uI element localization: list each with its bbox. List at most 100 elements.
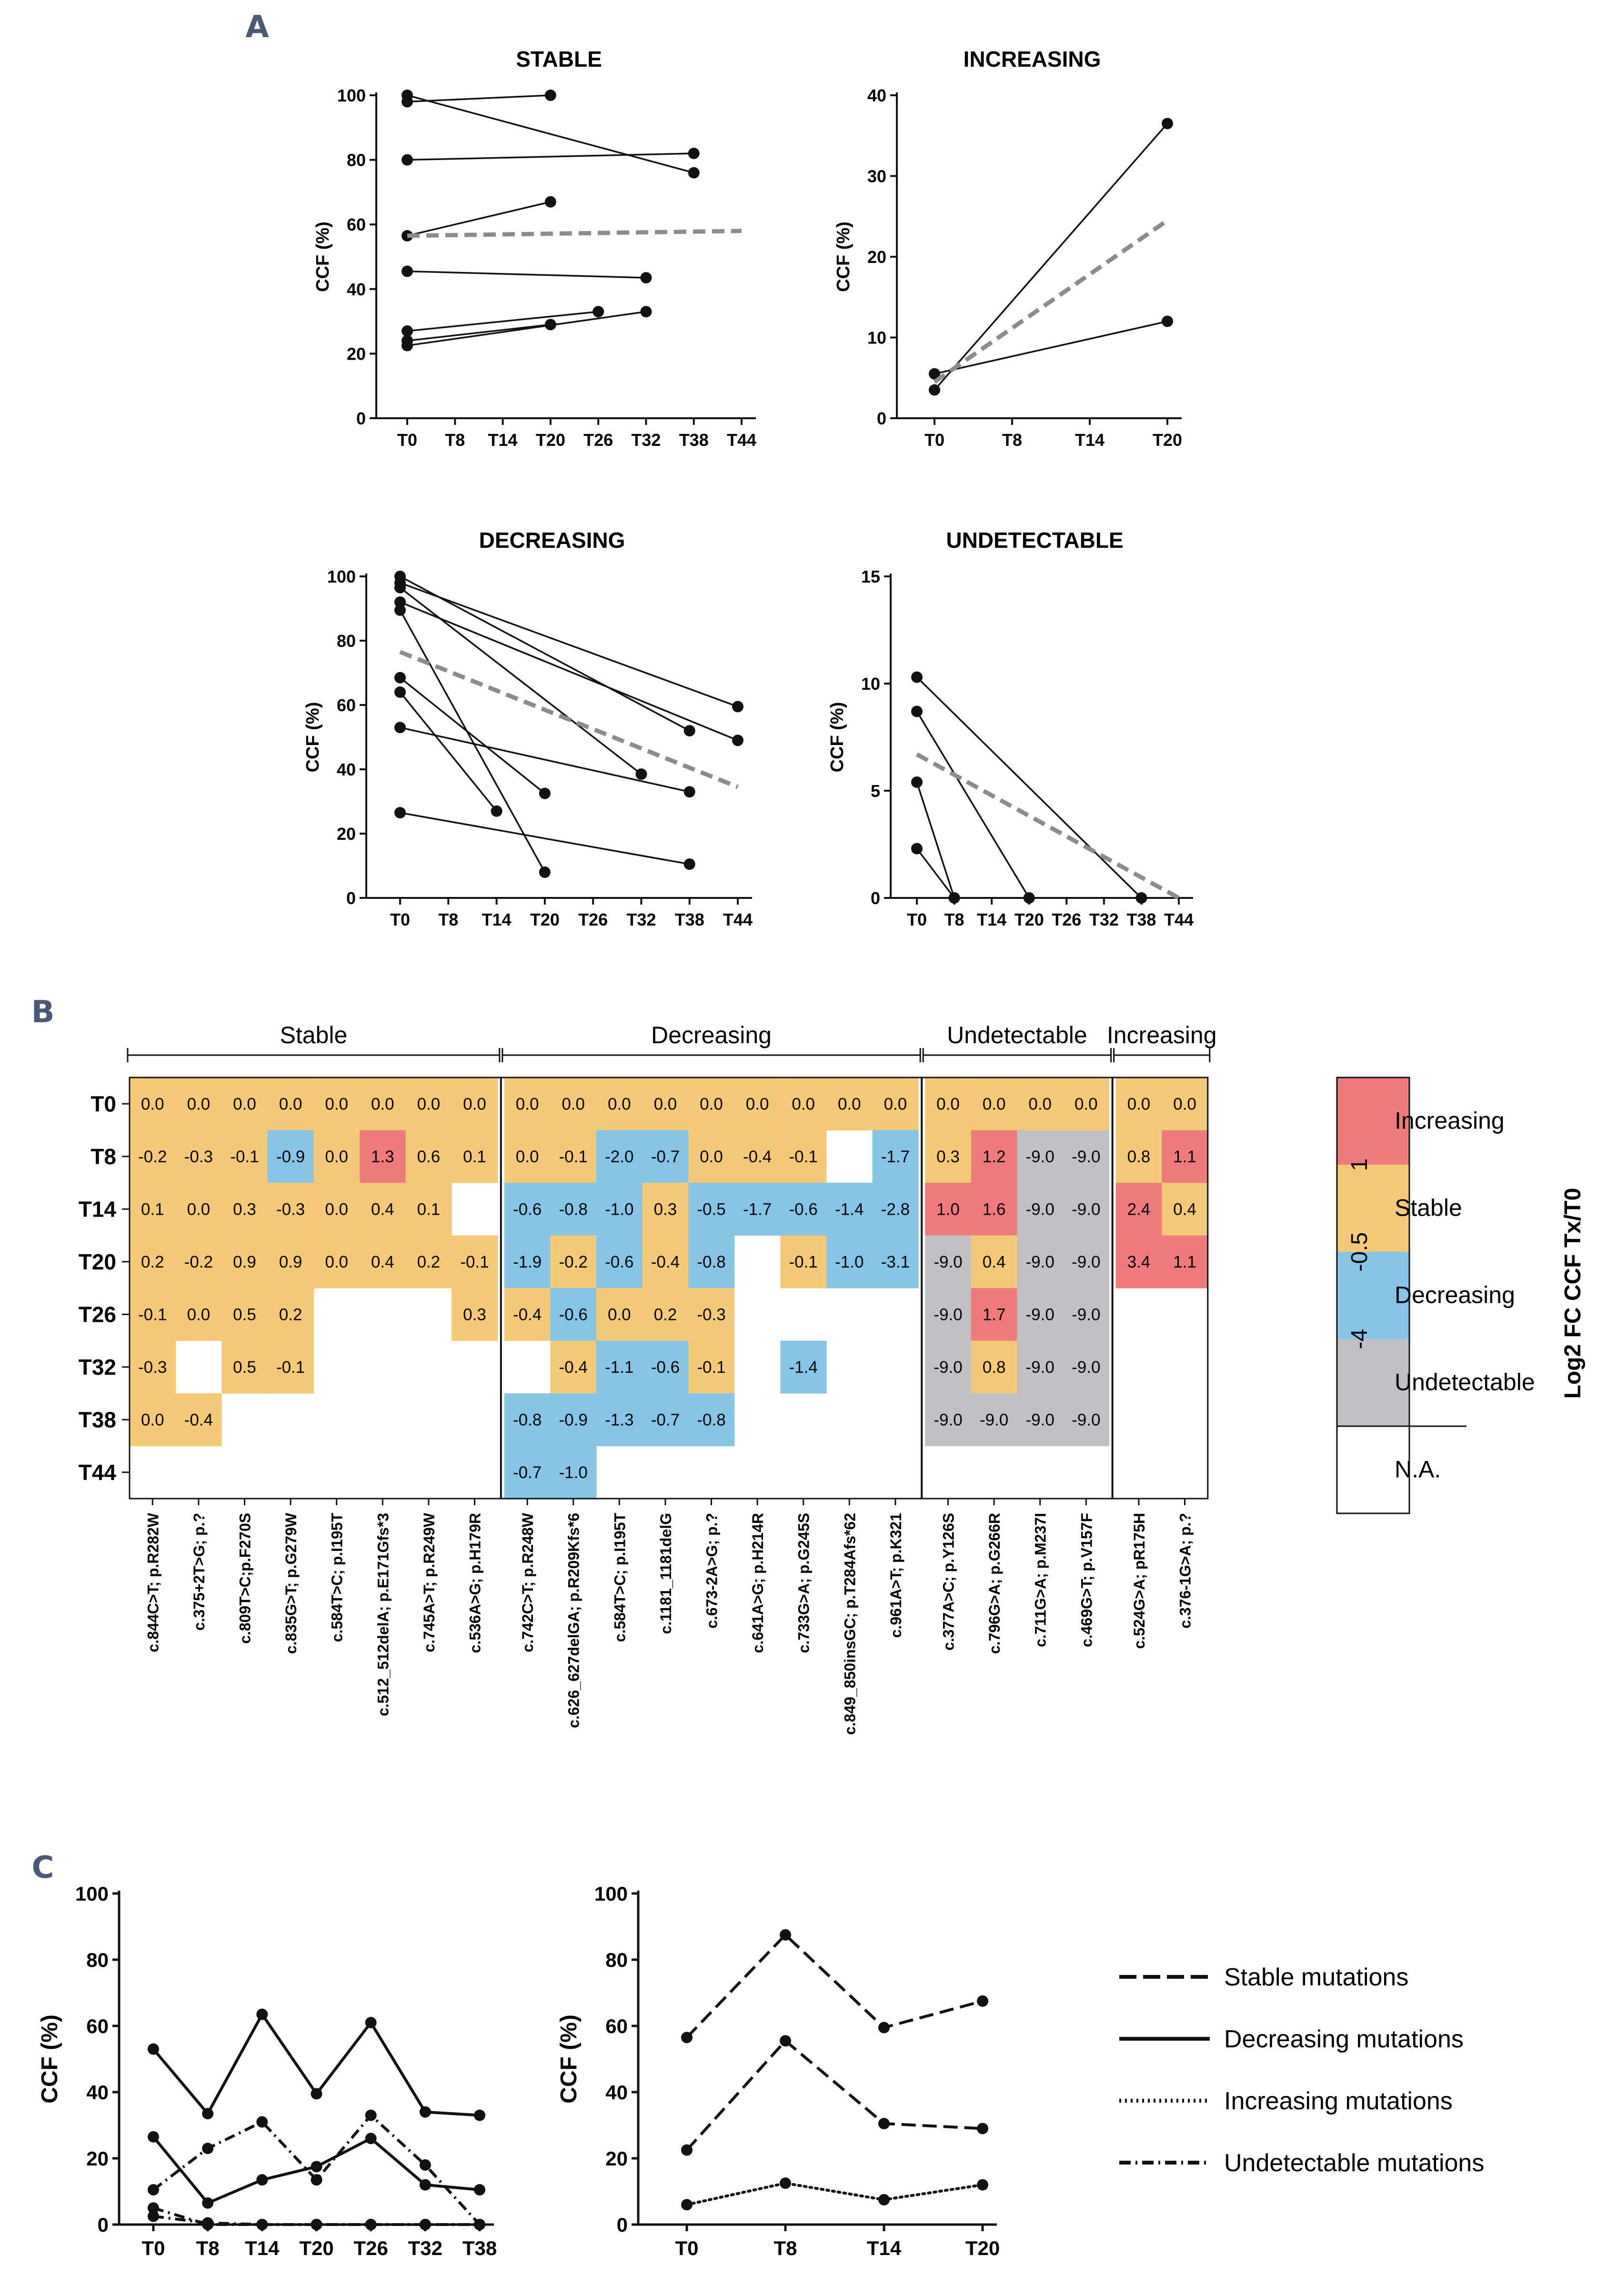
data-point [202, 2217, 214, 2229]
cell-value: -0.6 [559, 1305, 588, 1324]
trend-line [407, 229, 742, 238]
cell-value: -1.3 [605, 1410, 633, 1429]
cell-value: -0.2 [184, 1253, 213, 1271]
series-line [399, 677, 545, 794]
colorbar: Increasing Stable Decreasing Undetectable N.… [1336, 1077, 1586, 1514]
cell-value: -0.1 [559, 1148, 588, 1166]
heatmap-cell [971, 1130, 1017, 1183]
colorbar-segment [1337, 1426, 1409, 1513]
series-line [407, 311, 646, 347]
heatmap-cell [925, 1130, 972, 1183]
panel-c-label: C [32, 1850, 54, 1885]
x-tick-label: T26 [578, 910, 608, 929]
heatmap-cell [130, 1393, 176, 1446]
heatmap-cell [925, 1235, 972, 1289]
heatmap-cell [1017, 1288, 1064, 1341]
heatmap-cell [971, 1340, 1017, 1394]
cell-value: 0.3 [463, 1305, 486, 1324]
heatmap-cell [405, 1078, 452, 1130]
cell-value: -0.2 [559, 1253, 588, 1271]
x-tick-label: T20 [965, 2237, 1000, 2259]
cell-value: -9.0 [934, 1410, 962, 1429]
cell-value: -9.0 [1072, 1200, 1100, 1218]
cell-value: 0.9 [279, 1253, 302, 1271]
colorbar-segment [1337, 1078, 1409, 1165]
heatmap-cell [826, 1183, 873, 1236]
cell-value: 0.0 [884, 1095, 907, 1113]
data-point [402, 325, 413, 337]
data-point [732, 735, 743, 746]
data-point [394, 686, 406, 698]
data-point [365, 2219, 377, 2230]
cell-value: -0.1 [789, 1148, 818, 1166]
colorbar-segment [1337, 1252, 1409, 1339]
colorbar-label: N.A. [1395, 1456, 1441, 1483]
x-tick-label: T14 [1075, 430, 1105, 450]
cell-value: -0.8 [697, 1253, 725, 1271]
cell-value: -9.0 [1026, 1200, 1055, 1218]
heatmap-cell [971, 1288, 1017, 1341]
heatmap-cell [550, 1393, 597, 1446]
heatmap-cell [734, 1130, 781, 1183]
mutation-label: c.742C>T; p.R248W [519, 1512, 536, 1652]
cell-value: -9.0 [1026, 1410, 1055, 1429]
x-tick-label: T8 [196, 2237, 220, 2259]
mutation-label: c.745A>T; p.R249W [421, 1512, 438, 1652]
heatmap-cell [688, 1393, 735, 1446]
cell-value: 1.3 [371, 1148, 394, 1166]
y-tick-label: 10 [867, 328, 886, 347]
x-tick-label: T32 [1089, 910, 1119, 929]
cell-value: -0.6 [789, 1200, 818, 1218]
cell-value: 1.7 [983, 1305, 1006, 1324]
plot-A-decreasing: 0 20 40 60 80 100 T0 T8 T14 T20 T26 T32 T38 T44 CCF (%… [303, 528, 753, 929]
heatmap-cell [550, 1130, 597, 1183]
heatmap-cell [221, 1340, 268, 1394]
heatmap-cell [734, 1183, 781, 1236]
heatmap-cell [405, 1235, 452, 1289]
x-tick-label: T32 [626, 910, 656, 929]
chart-title: DECREASING [479, 528, 625, 553]
cell-value: -0.8 [513, 1410, 542, 1429]
cell-value: -0.3 [276, 1200, 305, 1218]
heatmap-cell [642, 1183, 689, 1236]
heatmap-cell [1115, 1130, 1162, 1183]
data-point [544, 90, 556, 101]
cell-value: 0.0 [187, 1200, 211, 1218]
cell-value: 0.0 [325, 1200, 348, 1218]
heatmap-cell [596, 1235, 643, 1289]
heatmap-cell [1162, 1235, 1208, 1289]
cell-value: 0.8 [983, 1358, 1006, 1377]
y-tick-label: 0 [346, 888, 356, 908]
series-line [407, 270, 646, 279]
series-line [399, 587, 642, 775]
x-tick-label: T44 [1164, 910, 1194, 929]
x-tick-label: T38 [1126, 910, 1156, 929]
cell-value: -9.0 [934, 1305, 962, 1324]
cell-value: 1.6 [983, 1200, 1006, 1218]
cell-value: 0.0 [700, 1148, 723, 1166]
plot-A-undetectable: 0 5 10 15 T0 T8 T14 T20 T26 T32 T38 T44 CCF (%) UNDET… [827, 528, 1194, 929]
y-axis-title: CCF (%) [834, 222, 854, 292]
heatmap-cell [780, 1235, 827, 1289]
y-tick-label: 100 [327, 567, 356, 586]
data-point [688, 148, 700, 160]
colorbar-title: Log2 FC CCF Tx/T0 [1560, 1188, 1586, 1399]
colorbar-label: Decreasing [1395, 1282, 1515, 1309]
heatmap-cell [596, 1183, 643, 1236]
heatmap: 0.0 -0.2 0.1 0.2 -0.1 -0.3 0.0 c.844C>T; p.R282… [79, 1022, 1217, 1735]
cell-value: 1.1 [1173, 1148, 1196, 1166]
cell-value: 0.2 [654, 1305, 677, 1324]
y-tick-label: 20 [347, 344, 366, 363]
data-point [593, 306, 604, 318]
heatmap-cell [175, 1235, 222, 1289]
y-tick-label: 60 [347, 215, 366, 234]
heatmap-cell [642, 1130, 689, 1183]
cell-value: -0.1 [276, 1358, 305, 1377]
series-line [934, 123, 1168, 391]
colorbar-frame [1336, 1077, 1410, 1514]
y-tick-label: 80 [347, 151, 366, 170]
data-point [394, 722, 406, 734]
y-axis-title: CCF (%) [556, 2014, 582, 2104]
data-point [256, 2174, 268, 2186]
cell-value: 0.0 [187, 1095, 211, 1113]
